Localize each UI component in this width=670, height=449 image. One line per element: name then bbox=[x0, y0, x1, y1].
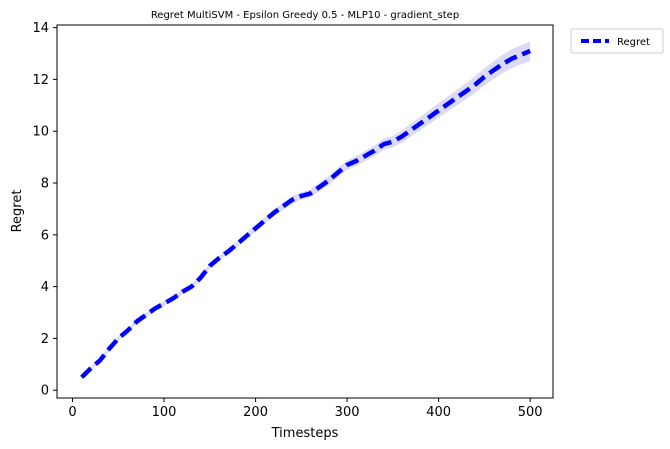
y-tick-label: 14 bbox=[32, 21, 49, 36]
y-axis: 0 2 4 6 8 10 12 14 bbox=[32, 21, 57, 399]
y-tick-label: 4 bbox=[41, 280, 49, 295]
legend-box bbox=[570, 28, 664, 54]
y-tick-label: 2 bbox=[41, 332, 49, 347]
x-tick-label: 400 bbox=[426, 405, 451, 420]
y-tick-label: 0 bbox=[41, 384, 49, 399]
y-axis-label: Regret bbox=[10, 190, 25, 233]
y-tick-label: 10 bbox=[32, 125, 49, 140]
x-tick-label: 100 bbox=[152, 405, 177, 420]
plot-frame bbox=[56, 24, 554, 399]
legend-label-regret: Regret bbox=[617, 37, 650, 48]
y-tick-label: 8 bbox=[41, 177, 49, 192]
y-tick-label: 12 bbox=[32, 73, 49, 88]
series-line-regret bbox=[80, 48, 531, 379]
chart-title: Regret MultiSVM - Epsilon Greedy 0.5 - M… bbox=[151, 10, 459, 21]
y-tick-label: 6 bbox=[41, 228, 49, 243]
x-axis-label: Timesteps bbox=[271, 426, 339, 441]
x-tick-label: 500 bbox=[518, 405, 543, 420]
x-axis: 0 100 200 300 400 500 bbox=[68, 398, 543, 420]
plot-area bbox=[56, 24, 554, 399]
x-tick-label: 300 bbox=[335, 405, 360, 420]
x-tick-label: 200 bbox=[243, 405, 268, 420]
x-tick-label: 0 bbox=[68, 405, 76, 420]
legend: Regret bbox=[570, 28, 664, 54]
